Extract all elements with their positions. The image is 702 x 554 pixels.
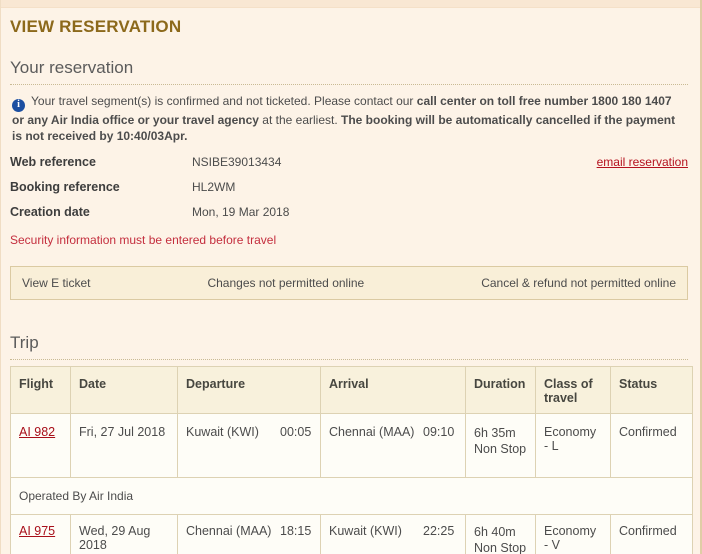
segment-departure: Kuwait (KWI) 00:05	[177, 412, 321, 478]
arrival-city: Chennai (MAA)	[329, 424, 415, 439]
trip-heading: Trip	[10, 332, 39, 352]
action-bar: View E ticket Changes not permitted onli…	[10, 265, 688, 300]
reservation-fields: Web reference NSIBE39013434 email reserv…	[10, 155, 688, 230]
flight-number-link[interactable]: AI 975	[19, 523, 56, 538]
view-eticket-button[interactable]: View E ticket	[22, 275, 91, 290]
arrival-time: 22:25	[423, 523, 455, 538]
changes-not-permitted-label: Changes not permitted online	[207, 275, 365, 290]
segment-departure: Chennai (MAA) 18:15	[177, 513, 321, 554]
segment-class: Economy - V	[535, 513, 611, 554]
your-reservation-heading: Your reservation	[10, 58, 134, 77]
web-reference-label: Web reference	[10, 154, 96, 169]
segment-class: Economy - L	[535, 412, 611, 478]
flight-number-link[interactable]: AI 982	[19, 424, 56, 439]
stops-value: Non Stop	[474, 441, 527, 456]
duration-value: 6h 40m	[474, 524, 516, 539]
flight-segment-row: AI 975 Wed, 29 Aug 2018 Chennai (MAA) 18:…	[10, 513, 693, 554]
creation-date-label: Creation date	[10, 204, 90, 219]
booking-reference-value: HL2WM	[192, 179, 236, 194]
segment-duration: 6h 35m Non Stop	[465, 412, 536, 478]
header-status: Status	[610, 365, 693, 414]
duration-value: 6h 35m	[474, 425, 516, 440]
operated-by-label: Operated By Air India	[10, 476, 693, 515]
arrival-city: Kuwait (KWI)	[329, 523, 402, 538]
header-departure: Departure	[177, 365, 321, 414]
creation-date-row: Creation date Mon, 19 Mar 2018	[10, 205, 688, 230]
operated-by-row: Operated By Air India	[10, 476, 693, 515]
segment-arrival: Kuwait (KWI) 22:25	[320, 513, 466, 554]
flight-segment-row: AI 982 Fri, 27 Jul 2018 Kuwait (KWI) 00:0…	[10, 412, 693, 478]
booking-reference-label: Booking reference	[10, 179, 120, 194]
security-warning: Security information must be entered bef…	[10, 232, 277, 247]
header-flight: Flight	[10, 365, 71, 414]
segment-date: Wed, 29 Aug 2018	[70, 513, 178, 554]
header-class-of-travel: Class of travel	[535, 365, 611, 414]
creation-date-value: Mon, 19 Mar 2018	[192, 204, 290, 219]
segment-date: Fri, 27 Jul 2018	[70, 412, 178, 478]
segment-status: Confirmed	[610, 412, 693, 478]
notice-text-1: Your travel segment(s) is confirmed and …	[31, 94, 417, 108]
arrival-time: 09:10	[423, 424, 455, 439]
header-arrival: Arrival	[320, 365, 466, 414]
section-separator	[10, 84, 688, 85]
notice-text-3: at the earliest.	[258, 112, 342, 127]
web-reference-value: NSIBE39013434	[192, 154, 282, 169]
content-area: VIEW RESERVATION Your reservation Your t…	[1, 17, 700, 554]
web-reference-row: Web reference NSIBE39013434 email reserv…	[10, 155, 688, 180]
notice-text-2: call center on toll free number 1800 180…	[12, 94, 672, 127]
header-date: Date	[70, 365, 178, 414]
segment-status: Confirmed	[610, 513, 693, 554]
email-reservation-link[interactable]: email reservation	[596, 154, 688, 169]
stops-value: Non Stop	[474, 540, 527, 554]
departure-time: 00:05	[280, 424, 312, 439]
trip-table: Flight Date Departure Arrival Duration C…	[10, 365, 693, 554]
top-strip	[1, 0, 700, 8]
info-icon	[12, 98, 25, 112]
segment-arrival: Chennai (MAA) 09:10	[320, 412, 466, 478]
departure-city: Chennai (MAA)	[186, 523, 272, 538]
page-title: VIEW RESERVATION	[10, 17, 182, 36]
trip-separator	[10, 358, 688, 360]
booking-reference-row: Booking reference HL2WM	[10, 180, 688, 205]
ticketing-notice: Your travel segment(s) is confirmed and …	[10, 90, 688, 147]
notice-text-4: The booking will be automatically cancel…	[12, 112, 676, 143]
header-duration: Duration	[465, 365, 536, 414]
segment-duration: 6h 40m Non Stop	[465, 513, 536, 554]
departure-city: Kuwait (KWI)	[186, 424, 259, 439]
trip-table-header-row: Flight Date Departure Arrival Duration C…	[10, 365, 693, 414]
cancel-refund-not-permitted-label: Cancel & refund not permitted online	[481, 275, 676, 290]
departure-time: 18:15	[280, 523, 312, 538]
